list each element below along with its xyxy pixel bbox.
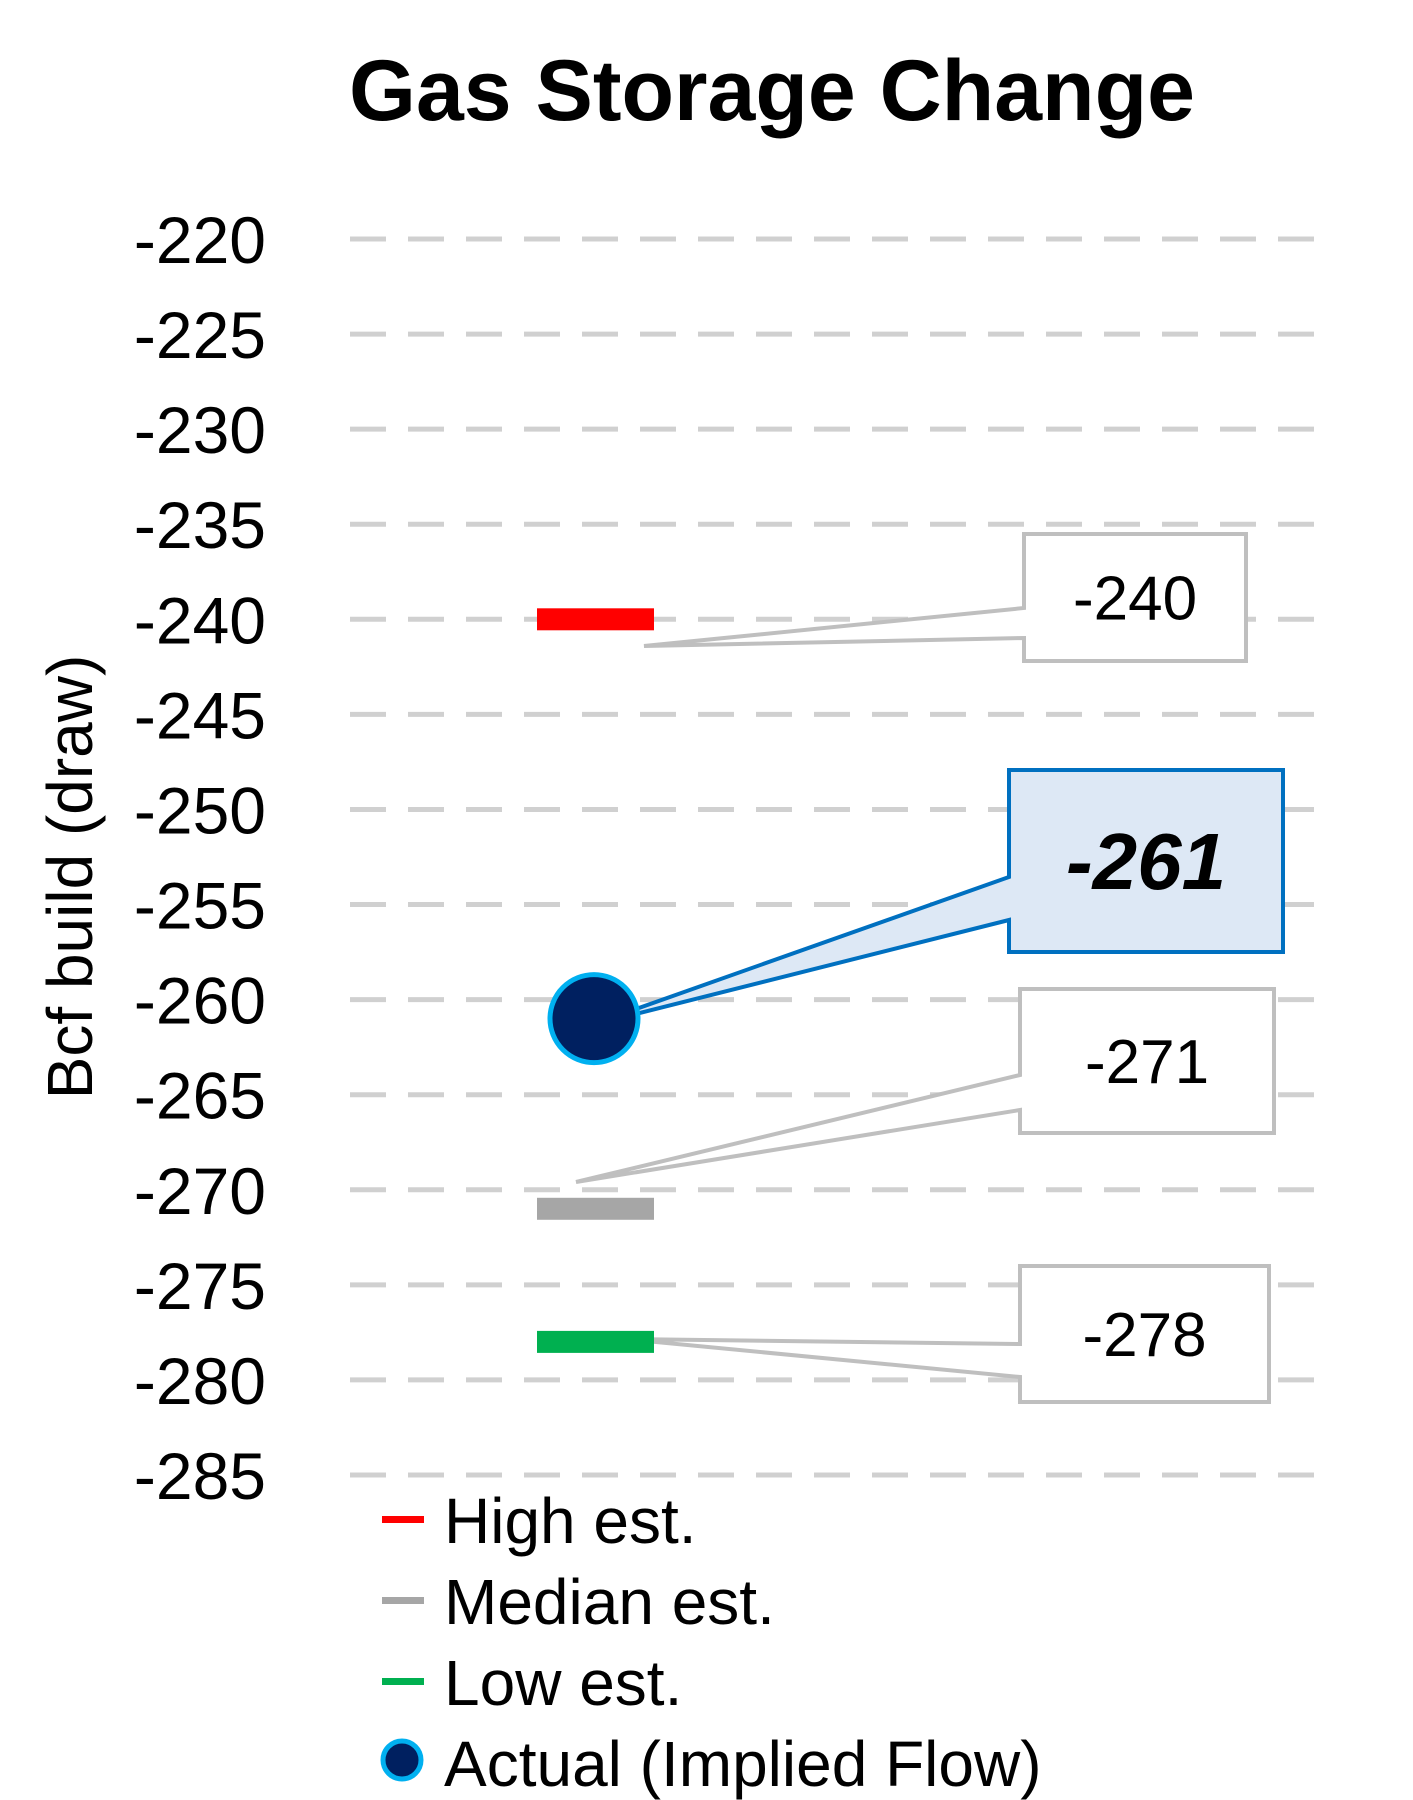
marker-high-est <box>537 608 654 631</box>
legend-item: High est. <box>382 1485 697 1557</box>
legend-label: High est. <box>444 1485 697 1557</box>
y-tick-label: -280 <box>134 1344 266 1418</box>
y-tick-label: -250 <box>134 773 266 847</box>
legend-item: Low est. <box>382 1647 682 1719</box>
y-tick-label: -245 <box>134 678 266 752</box>
legend-swatch <box>382 1516 424 1523</box>
marker-median-est <box>537 1197 654 1220</box>
legend-swatch <box>382 1597 424 1604</box>
data-label: -271 <box>1085 1028 1209 1097</box>
y-tick-label: -240 <box>134 583 266 657</box>
legend-swatch <box>380 1738 424 1782</box>
y-tick-label: -255 <box>134 869 266 943</box>
legend-label: Median est. <box>444 1566 775 1638</box>
y-tick-label: -220 <box>134 203 266 277</box>
y-axis-label: Bcf build (draw) <box>34 655 106 1100</box>
data-label-callout: -261 <box>587 768 1285 1028</box>
legend-label: Low est. <box>444 1647 682 1719</box>
data-label: -278 <box>1082 1301 1206 1370</box>
legend-item: Median est. <box>382 1566 775 1638</box>
data-label: -240 <box>1073 565 1197 634</box>
y-tick-label: -235 <box>134 488 266 562</box>
y-tick-label: -265 <box>134 1059 266 1133</box>
legend-item: Actual (Implied Flow) <box>380 1728 1042 1800</box>
y-tick-label: -275 <box>134 1249 266 1323</box>
legend-swatch <box>382 1678 424 1685</box>
y-tick-label: -230 <box>134 393 266 467</box>
legend-label: Actual (Implied Flow) <box>444 1728 1042 1800</box>
marker-actual <box>547 972 641 1066</box>
y-tick-label: -270 <box>134 1154 266 1228</box>
chart-title: Gas Storage Change <box>349 43 1195 139</box>
data-label-callout: -278 <box>624 1264 1271 1404</box>
y-tick-label: -225 <box>134 298 266 372</box>
data-label-callout: -271 <box>575 987 1276 1184</box>
marker-low-est <box>537 1330 654 1353</box>
data-label: -261 <box>1066 817 1226 906</box>
data-label-callout: -240 <box>643 532 1248 663</box>
y-tick-label: -260 <box>134 964 266 1038</box>
y-tick-label: -285 <box>134 1439 266 1513</box>
